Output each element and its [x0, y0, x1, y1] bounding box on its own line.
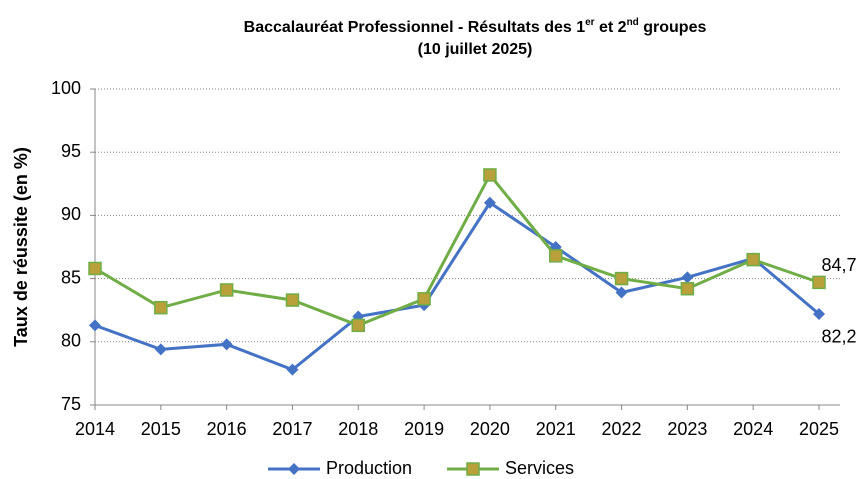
data-point — [483, 196, 496, 209]
y-tick-label: 100 — [51, 78, 81, 98]
data-point — [220, 338, 233, 351]
data-point — [615, 286, 628, 299]
x-tick-label: 2023 — [667, 419, 707, 439]
data-point — [746, 252, 760, 267]
data-point — [813, 307, 825, 320]
x-tick-label: 2019 — [404, 419, 444, 439]
data-point — [286, 363, 299, 376]
data-point — [812, 275, 826, 290]
chart-subtitle: (10 juillet 2025) — [418, 41, 533, 58]
data-point — [154, 300, 168, 315]
y-tick-label: 90 — [61, 204, 81, 224]
x-tick-label: 2018 — [338, 419, 378, 439]
chart-title: Baccalauréat Professionnel - Résultats d… — [244, 17, 707, 36]
x-tick-label: 2024 — [733, 419, 773, 439]
data-point — [681, 271, 694, 284]
data-point — [680, 281, 695, 296]
data-point — [89, 319, 101, 332]
x-tick-label: 2017 — [272, 419, 312, 439]
y-tick-label: 95 — [61, 141, 81, 161]
x-tick-label: 2021 — [536, 419, 576, 439]
legend-marker — [288, 463, 300, 475]
data-label: 82,2 — [821, 327, 856, 347]
data-point — [548, 249, 563, 263]
x-tick-label: 2014 — [75, 419, 115, 439]
y-axis-label: Taux de réussite (en %) — [11, 147, 31, 347]
data-point — [351, 318, 366, 333]
x-tick-label: 2025 — [799, 419, 839, 439]
data-point — [219, 283, 234, 297]
data-point — [154, 343, 167, 356]
data-point — [417, 292, 431, 306]
legend-label: Production — [326, 458, 412, 478]
x-tick-label: 2015 — [141, 419, 181, 439]
x-tick-label: 2020 — [470, 419, 510, 439]
data-point — [483, 168, 497, 182]
legend-label: Services — [505, 458, 574, 478]
y-tick-label: 85 — [61, 267, 81, 287]
series-line — [94, 200, 820, 372]
data-label: 84,7 — [821, 255, 856, 275]
data-point — [285, 293, 300, 307]
series-line — [94, 172, 820, 327]
x-tick-label: 2016 — [207, 419, 247, 439]
x-tick-label: 2022 — [602, 419, 642, 439]
y-tick-label: 75 — [61, 394, 81, 414]
data-point — [88, 261, 102, 276]
y-tick-label: 80 — [61, 331, 81, 351]
data-point — [614, 271, 629, 286]
legend-marker — [466, 462, 480, 476]
